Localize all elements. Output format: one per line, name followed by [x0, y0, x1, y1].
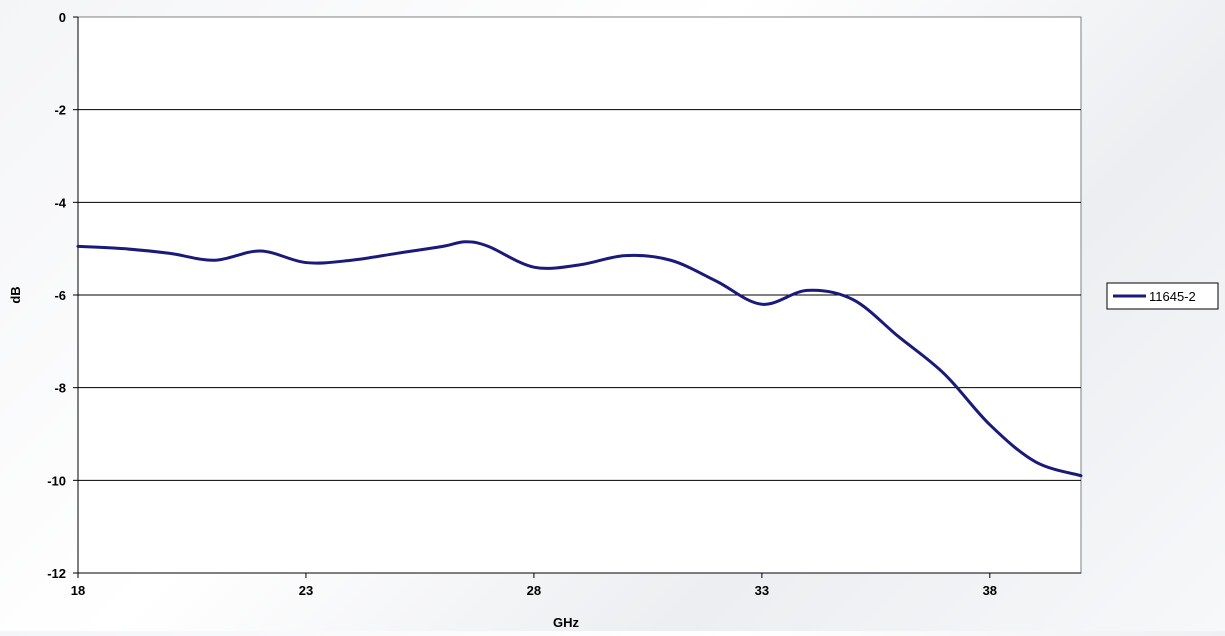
y-tick-label: 0	[59, 10, 66, 25]
y-tick-label: -10	[47, 473, 66, 488]
x-axis-title: GHz	[553, 615, 580, 630]
y-axis-title: dB	[8, 286, 23, 303]
y-tick-label: -12	[47, 566, 66, 581]
series-layer	[76, 240, 1083, 478]
x-tick-label: 38	[983, 583, 997, 598]
x-tick-label: 18	[71, 583, 85, 598]
y-tick-label: -8	[54, 381, 66, 396]
y-tick-label: -2	[54, 103, 66, 118]
y-tick-label: -6	[54, 288, 66, 303]
gridlines	[78, 109, 1081, 481]
x-tick-label: 33	[755, 583, 769, 598]
x-tick-label: 28	[527, 583, 541, 598]
series-line-11645-2	[76, 240, 1083, 478]
axes	[73, 16, 1081, 578]
y-tick-label: -4	[54, 195, 66, 210]
x-tick-label: 23	[299, 583, 313, 598]
legend-label: 11645-2	[1149, 289, 1196, 304]
legend: 11645-2	[1106, 282, 1219, 310]
tick-labels: 0 -2 -4 -6 -8 -10 -12 18 23 28 33 38	[47, 10, 997, 598]
